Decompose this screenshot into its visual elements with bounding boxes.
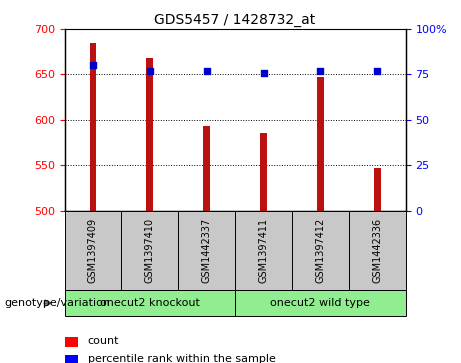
- Text: percentile rank within the sample: percentile rank within the sample: [88, 354, 276, 363]
- Bar: [203, 126, 210, 211]
- Bar: [235, 290, 406, 316]
- Bar: [178, 211, 235, 290]
- Text: count: count: [88, 336, 119, 346]
- Point: [203, 68, 210, 74]
- Bar: [89, 43, 96, 211]
- Text: GSM1397410: GSM1397410: [145, 218, 155, 283]
- Bar: [349, 211, 406, 290]
- Bar: [65, 337, 78, 347]
- Text: GSM1397409: GSM1397409: [88, 218, 98, 283]
- Bar: [317, 77, 324, 211]
- Text: GSM1442337: GSM1442337: [201, 218, 212, 283]
- Bar: [121, 211, 178, 290]
- Bar: [235, 211, 292, 290]
- Text: onecut2 wild type: onecut2 wild type: [271, 298, 370, 308]
- Point: [317, 68, 324, 74]
- Bar: [65, 290, 235, 316]
- Point: [89, 62, 97, 68]
- Point: [260, 70, 267, 76]
- Point: [373, 68, 381, 74]
- Bar: [147, 58, 153, 211]
- Bar: [292, 211, 349, 290]
- Text: genotype/variation: genotype/variation: [5, 298, 111, 308]
- Text: GSM1397411: GSM1397411: [259, 218, 269, 283]
- Bar: [65, 211, 121, 290]
- Bar: [260, 134, 267, 211]
- Point: [146, 68, 154, 74]
- Text: onecut2 knockout: onecut2 knockout: [100, 298, 200, 308]
- Text: GSM1397412: GSM1397412: [315, 218, 325, 283]
- Bar: [65, 355, 78, 363]
- Title: GDS5457 / 1428732_at: GDS5457 / 1428732_at: [154, 13, 316, 26]
- Text: GSM1442336: GSM1442336: [372, 218, 382, 283]
- Bar: [374, 168, 381, 211]
